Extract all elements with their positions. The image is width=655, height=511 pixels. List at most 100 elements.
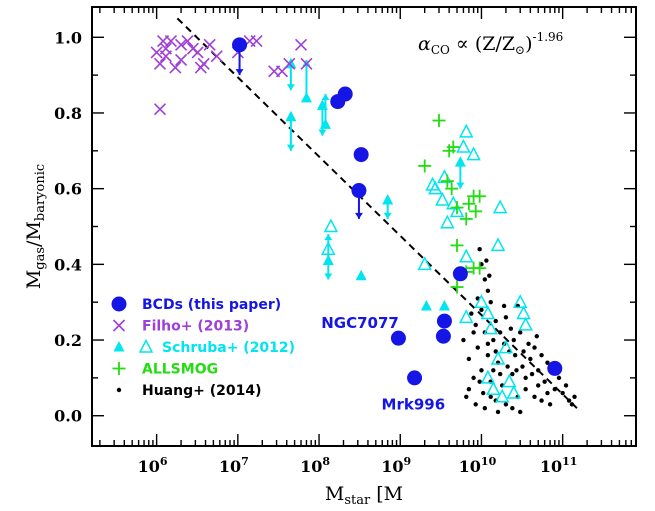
x-point bbox=[169, 61, 182, 74]
triangle-open-point bbox=[456, 138, 471, 153]
x-stroke bbox=[283, 57, 296, 70]
dot-point bbox=[518, 409, 523, 415]
limit-arrowhead bbox=[456, 182, 465, 189]
triangle-open-point bbox=[516, 305, 531, 320]
triangle-open-point bbox=[490, 237, 506, 252]
triangle-filled-point bbox=[322, 254, 334, 266]
x-stroke bbox=[294, 38, 308, 51]
dot-point bbox=[514, 368, 519, 373]
triangle-open-point bbox=[498, 339, 514, 354]
dot-point bbox=[532, 345, 537, 350]
dot-point bbox=[475, 345, 480, 350]
chart-text: 0.0 0.2 0.4 0.6 0.8 1.0 106 107 108 109 1010 1011 Ms… bbox=[23, 28, 577, 508]
dot-point bbox=[523, 387, 528, 392]
dot-point bbox=[528, 356, 533, 362]
dot-point bbox=[473, 402, 478, 407]
galaxy-label: NGC7077 bbox=[321, 314, 399, 332]
filled-circle-point bbox=[390, 330, 406, 346]
legend-label: ALLSMOG bbox=[142, 362, 218, 378]
dot-point bbox=[501, 303, 507, 309]
dot-point bbox=[488, 394, 493, 400]
dot-point bbox=[542, 379, 547, 384]
dot-point bbox=[545, 360, 550, 365]
dot-point bbox=[536, 368, 541, 373]
triangle-open-point bbox=[323, 218, 339, 233]
plot-border bbox=[91, 6, 637, 447]
legend-triangle-filled-marker bbox=[113, 341, 125, 352]
triangle-open-point bbox=[459, 123, 474, 138]
dot-point bbox=[477, 379, 482, 384]
x-stroke bbox=[191, 46, 204, 59]
dot-point bbox=[471, 375, 476, 381]
x-point bbox=[283, 57, 296, 70]
triangle-filled-point bbox=[420, 299, 432, 311]
dot-point bbox=[466, 387, 472, 392]
plus-point bbox=[473, 189, 487, 203]
dot-point bbox=[473, 322, 478, 328]
dot-point bbox=[520, 364, 525, 369]
triangle-open-point bbox=[518, 316, 533, 331]
dot-point bbox=[493, 318, 498, 324]
x-tick-label: 109 bbox=[381, 455, 411, 476]
dot-point bbox=[495, 409, 501, 415]
x-point bbox=[250, 34, 263, 48]
dot-point bbox=[493, 349, 498, 354]
x-tick-label: 106 bbox=[138, 455, 168, 476]
triangle-open-point bbox=[417, 256, 432, 271]
plus-point bbox=[450, 280, 464, 294]
limit-arrowhead bbox=[321, 94, 330, 101]
dot-point bbox=[497, 330, 503, 335]
dot-point bbox=[487, 273, 492, 278]
dot-point bbox=[464, 394, 469, 400]
x-point bbox=[150, 46, 163, 59]
triangle-filled-point bbox=[438, 299, 450, 311]
triangle-open-point bbox=[486, 381, 501, 395]
x-tick-label: 107 bbox=[219, 455, 249, 476]
dot-point bbox=[510, 371, 515, 377]
filled-circle-point bbox=[452, 266, 468, 282]
x-stroke bbox=[169, 61, 182, 74]
x-point bbox=[191, 46, 204, 59]
x-point bbox=[194, 61, 207, 74]
dot-point bbox=[484, 258, 489, 263]
dot-point bbox=[566, 398, 572, 403]
filled-circle-point bbox=[547, 360, 563, 376]
dot-point bbox=[508, 326, 514, 331]
filled-circle-point bbox=[435, 328, 451, 344]
galaxy-label: Mrk996 bbox=[382, 395, 446, 413]
dot-point bbox=[539, 398, 544, 403]
limit-arrowhead bbox=[354, 212, 363, 219]
x-stroke bbox=[250, 34, 263, 48]
dot-point bbox=[572, 394, 577, 400]
dot-point bbox=[503, 315, 509, 320]
y-tick-label: 0.8 bbox=[54, 104, 82, 123]
dot-point bbox=[545, 390, 550, 396]
limit-arrowhead bbox=[286, 144, 295, 151]
legend-filled-circle-marker bbox=[111, 296, 127, 312]
plot-frame bbox=[91, 6, 637, 447]
dot-point bbox=[539, 352, 544, 358]
triangle-filled-point bbox=[319, 118, 331, 129]
x-point bbox=[203, 38, 216, 51]
x-stroke bbox=[300, 57, 313, 70]
plus-point bbox=[462, 197, 476, 211]
triangle-filled-point bbox=[454, 156, 466, 167]
triangle-open-point bbox=[474, 294, 489, 308]
x-stroke bbox=[159, 50, 172, 63]
triangle-open-point bbox=[428, 180, 443, 195]
plus-point bbox=[450, 238, 464, 252]
x-point bbox=[181, 34, 194, 48]
x-point bbox=[153, 103, 167, 116]
triangle-open-point bbox=[480, 369, 496, 384]
legend-label: BCDs (this paper) bbox=[142, 297, 281, 313]
dot-point bbox=[532, 394, 537, 400]
limit-arrowhead bbox=[324, 234, 333, 241]
x-stroke bbox=[112, 319, 126, 332]
x-point bbox=[153, 57, 167, 70]
legend-triangle-open-marker bbox=[138, 338, 154, 353]
legend-x-marker bbox=[112, 319, 126, 332]
x-stroke bbox=[150, 46, 163, 59]
dot-point bbox=[552, 387, 557, 392]
dot-point bbox=[488, 299, 493, 305]
plus-point bbox=[459, 212, 473, 226]
